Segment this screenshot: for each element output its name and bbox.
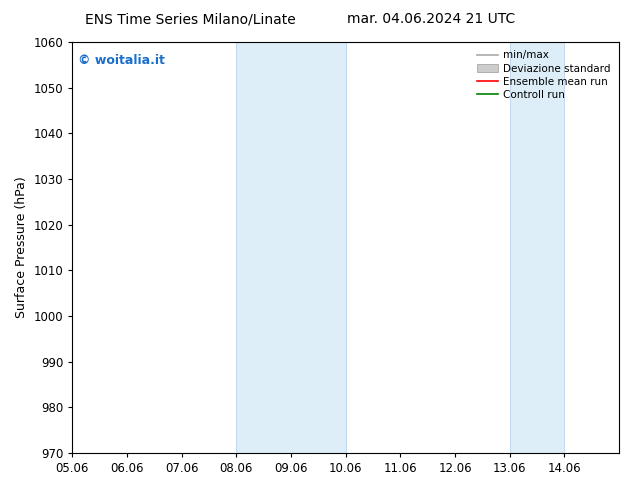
Text: mar. 04.06.2024 21 UTC: mar. 04.06.2024 21 UTC: [347, 12, 515, 26]
Bar: [236, 42, 346, 453]
Text: ENS Time Series Milano/Linate: ENS Time Series Milano/Linate: [85, 12, 295, 26]
Text: © woitalia.it: © woitalia.it: [78, 54, 165, 68]
Y-axis label: Surface Pressure (hPa): Surface Pressure (hPa): [15, 176, 28, 318]
Legend: min/max, Deviazione standard, Ensemble mean run, Controll run: min/max, Deviazione standard, Ensemble m…: [474, 47, 614, 103]
Bar: [510, 42, 564, 453]
